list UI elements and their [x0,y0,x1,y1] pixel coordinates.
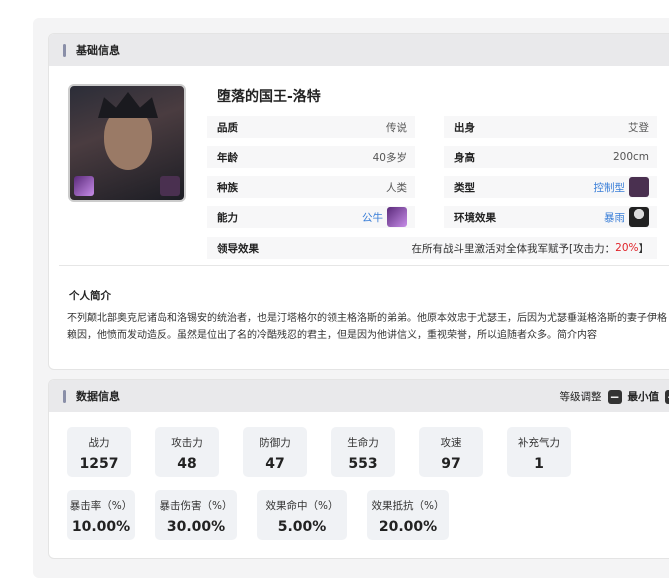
field-value: 艾登 [628,120,649,135]
level-increase-button[interactable]: + [665,390,669,404]
field-row: 类型 控制型 [444,176,657,198]
stat-value: 30.00% [155,519,237,535]
stat-tile: 效果命中（%） 5.00% [257,490,347,540]
stat-label: 攻速 [419,435,483,450]
stat-tile: 战力 1257 [67,427,131,477]
stat-tile: 生命力 553 [331,427,395,477]
field-value: 40多岁 [373,150,407,165]
field-key: 能力 [217,210,238,225]
field-key: 品质 [217,120,238,135]
section-title: 数据信息 [76,388,120,404]
stat-tile: 防御力 47 [243,427,307,477]
intro-title: 个人简介 [69,288,111,303]
control-type-icon [160,176,180,196]
divider [59,265,669,266]
stat-value: 553 [331,456,395,472]
stat-value: 97 [419,456,483,472]
field-key: 出身 [454,120,475,135]
field-key: 领导效果 [217,241,259,256]
stat-label: 暴击率（%） [67,498,135,513]
header-bar [63,44,66,57]
field-value: 传说 [386,120,407,135]
field-value[interactable]: 公牛 [362,210,383,225]
stat-value: 5.00% [257,519,347,535]
stat-tile: 暴击伤害（%） 30.00% [155,490,237,540]
field-row: 出身 艾登 [444,116,657,138]
leadership-suffix: 】 [639,241,650,256]
avatar-crown [98,92,158,118]
control-type-icon [629,177,649,197]
field-key: 类型 [454,180,475,195]
field-row: 年龄 40多岁 [207,146,415,168]
stat-value: 47 [243,456,307,472]
stat-tile: 暴击率（%） 10.00% [67,490,135,540]
stat-tile: 攻击力 48 [155,427,219,477]
leadership-highlight: 20% [615,242,638,254]
field-value[interactable]: 暴雨 [604,210,625,225]
stat-value: 1257 [67,456,131,472]
stat-label: 攻击力 [155,435,219,450]
level-value: 最小值 [628,389,660,404]
rainstorm-icon [629,207,649,227]
field-key: 环境效果 [454,210,496,225]
stat-value: 1 [507,456,571,472]
basic-info-card: 基础信息 堕落的国王-洛特 品质 传说 出身 艾登年龄 40多岁 身高 200cm 种族 人类 类… [48,33,669,370]
leadership-text: 在所有战斗里激活对全体我军赋予[攻击力： [412,241,616,256]
field-row: 身高 200cm [444,146,657,168]
field-key: 种族 [217,180,238,195]
stat-value: 48 [155,456,219,472]
field-value: 200cm [613,151,649,163]
field-key: 身高 [454,150,475,165]
stat-label: 暴击伤害（%） [155,498,237,513]
stat-tile: 补充气力 1 [507,427,571,477]
intro-text: 不列颠北部奥克尼诸岛和洛锡安的统治者，也是汀塔格尔的领主格洛斯的弟弟。他原本效忠… [67,310,667,344]
leadership-row: 领导效果 在所有战斗里激活对全体我军赋予[攻击力：20%】 [207,237,657,259]
field-value[interactable]: 控制型 [594,180,626,195]
field-value: 人类 [386,180,407,195]
field-key: 年龄 [217,150,238,165]
stat-value: 20.00% [367,519,449,535]
field-row: 能力 公牛 [207,206,415,228]
stat-label: 生命力 [331,435,395,450]
section-title: 基础信息 [76,42,120,58]
level-adjust: 等级调整 − 最小值 + [560,389,669,404]
field-row: 环境效果 暴雨 [444,206,657,228]
header-bar [63,390,66,403]
stat-label: 效果抵抗（%） [367,498,449,513]
level-label: 等级调整 [560,389,602,404]
stats-header: 数据信息 等级调整 − 最小值 + [49,380,669,412]
stat-label: 补充气力 [507,435,571,450]
bull-icon [74,176,94,196]
bull-icon [387,207,407,227]
field-row: 种族 人类 [207,176,415,198]
basic-info-header: 基础信息 [49,34,669,66]
level-decrease-button[interactable]: − [608,390,622,404]
stat-label: 战力 [67,435,131,450]
stat-label: 防御力 [243,435,307,450]
stat-value: 10.00% [67,519,135,535]
hero-name: 堕落的国王-洛特 [217,86,321,106]
field-row: 品质 传说 [207,116,415,138]
hero-avatar [68,84,186,202]
stat-tile: 攻速 97 [419,427,483,477]
stat-tile: 效果抵抗（%） 20.00% [367,490,449,540]
stats-card: 数据信息 等级调整 − 最小值 + 战力 1257 攻击力 48 防御力 47 生命力 553… [48,379,669,559]
stat-label: 效果命中（%） [257,498,347,513]
